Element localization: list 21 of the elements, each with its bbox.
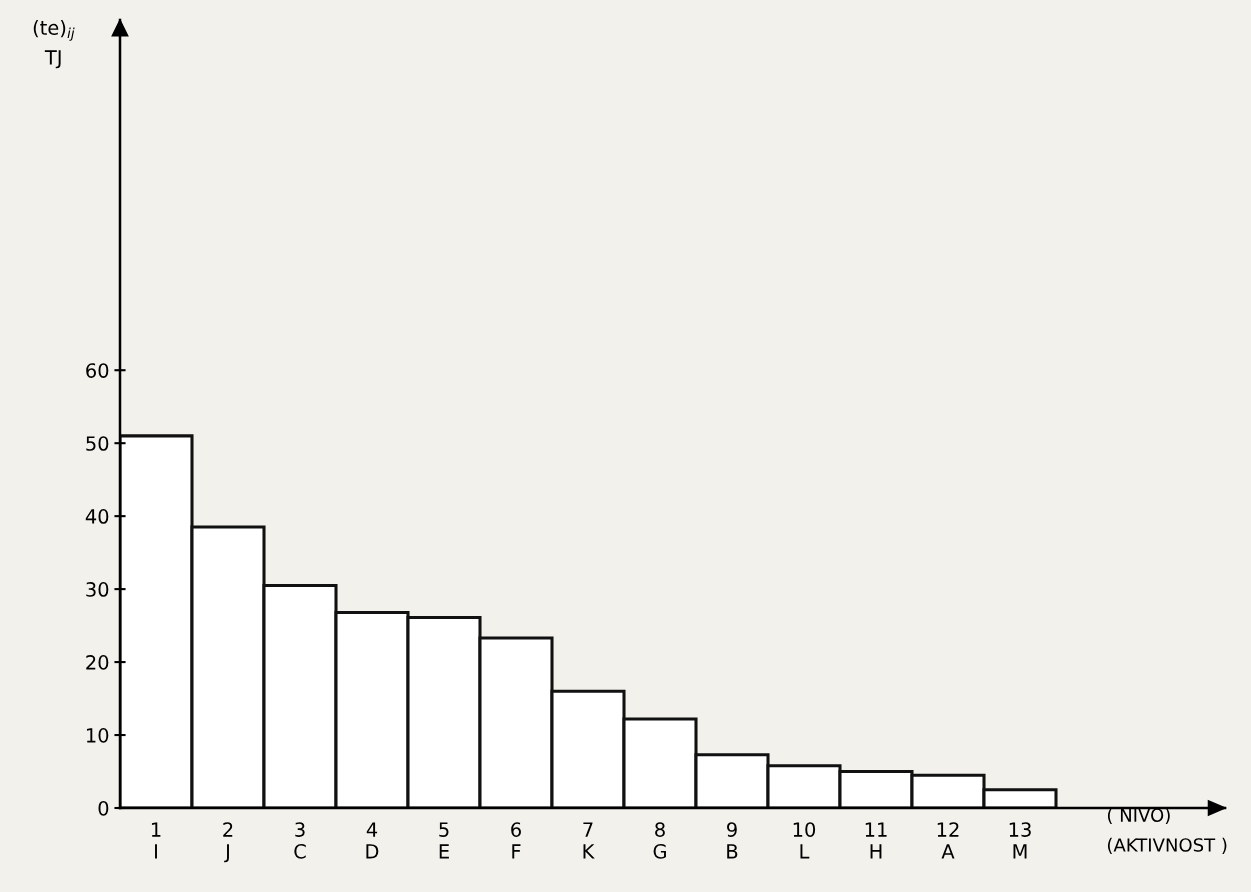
x-tick-label: 4 D (366, 822, 379, 859)
y-tick-label: 10 (86, 727, 109, 743)
x-tick-label: 6 F (511, 822, 521, 859)
x-tick-label: 9 B (727, 822, 738, 859)
x-tick-label: 13 M (1009, 822, 1031, 859)
y-tick-label: 0 (98, 800, 109, 816)
x-tick-label: 8 G (653, 822, 666, 859)
y-tick-label: 30 (86, 582, 109, 597)
y-axis-title: (te)$_{ij}$ TJ (33, 20, 75, 69)
x-tick-label: 12 A (937, 822, 959, 859)
x-tick-label: 10 L (793, 822, 816, 859)
x-tick-label: 5 E (439, 822, 449, 859)
x-tick-label: 2 J (223, 822, 233, 863)
x-tick-label: 3 C (294, 822, 306, 859)
y-tick-label: 20 (86, 655, 109, 670)
x-tick-label: 11 H (865, 822, 887, 859)
x-tick-label: 7 K (583, 822, 595, 859)
y-tick-label: 40 (85, 509, 109, 524)
y-tick-label: 60 (86, 363, 109, 378)
y-tick-label: 50 (86, 436, 109, 451)
x-tick-label: 1 I (151, 822, 161, 859)
